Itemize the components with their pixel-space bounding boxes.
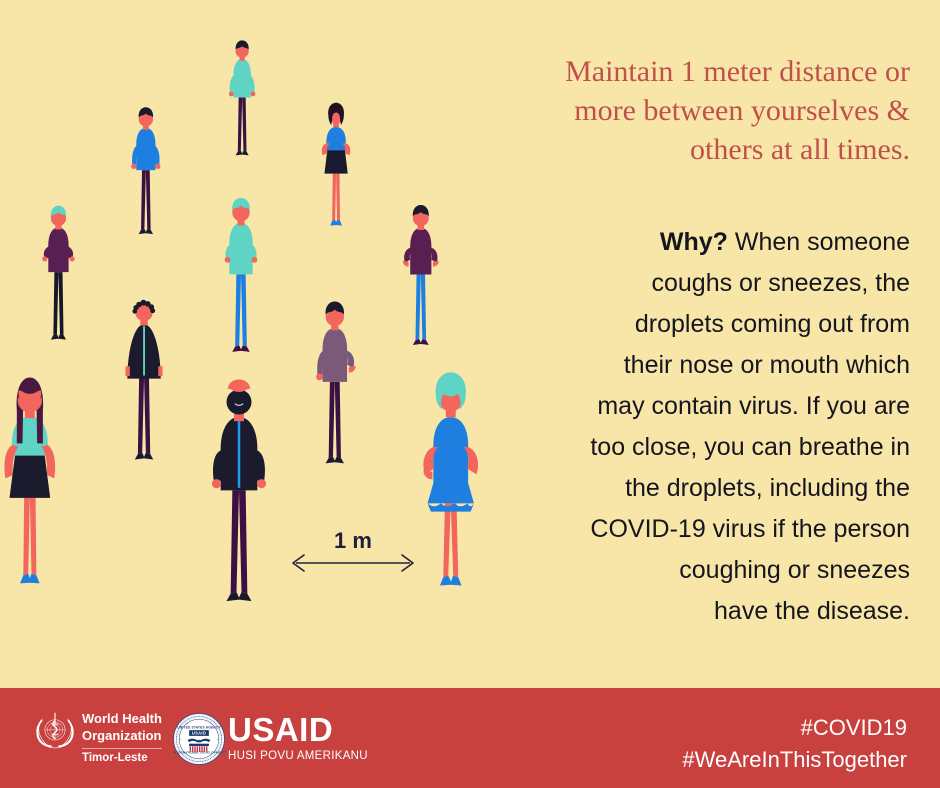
svg-text:•: • (217, 738, 218, 742)
svg-text:USAID: USAID (192, 731, 206, 736)
svg-text:UNITED STATES AGENCY: UNITED STATES AGENCY (177, 726, 221, 730)
svg-text:•: • (180, 738, 181, 742)
